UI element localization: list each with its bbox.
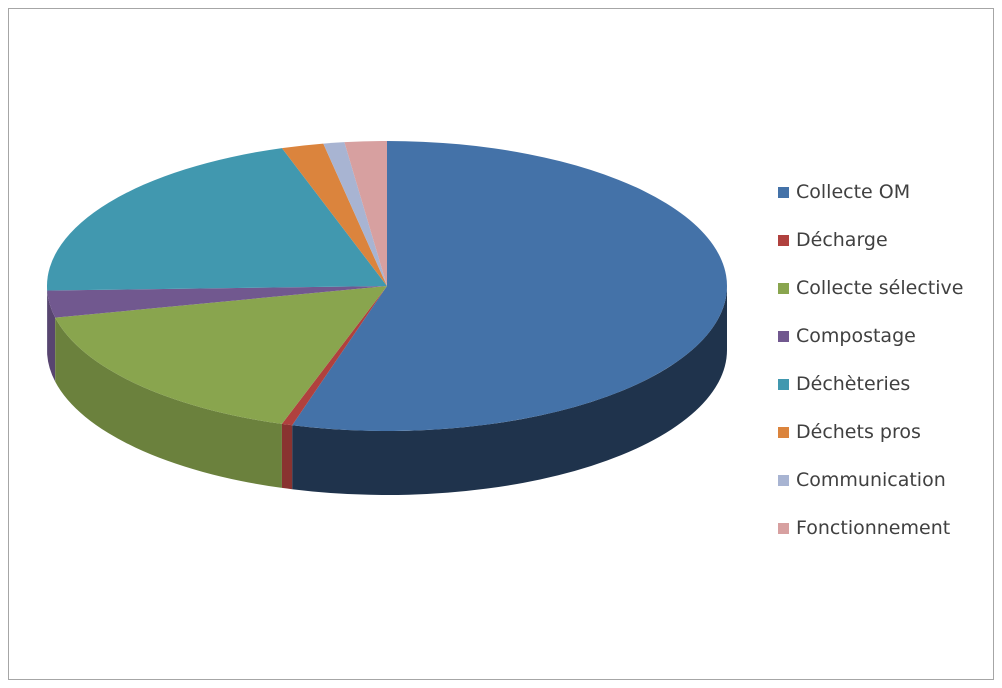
pie-slice-5 [281,143,387,286]
legend-item: Collecte OM [778,168,988,216]
legend-label: Fonctionnement [796,517,951,539]
pie-side-3 [47,290,56,382]
legend-swatch [778,186,789,198]
pie-slice-6 [323,142,387,286]
legend-swatch [778,378,789,390]
legend-swatch [778,330,789,342]
legend-label: Déchets pros [796,421,921,443]
legend-label: Compostage [796,325,916,347]
legend-item: Compostage [778,312,988,360]
pie-slice-0 [292,141,727,432]
legend-item: Déchets pros [778,408,988,456]
legend-item: Communication [778,456,988,504]
pie-slice-1 [281,286,387,426]
pie-side-0 [292,286,727,495]
pie-slice-7 [344,141,387,286]
legend: Collecte OM Décharge Collecte sélective Com… [778,168,988,552]
legend-swatch [778,282,789,294]
pie-slice-4 [46,148,387,291]
legend-swatch [778,474,789,486]
legend-swatch [778,426,789,438]
pie-slice-3 [47,286,387,318]
legend-label: Collecte OM [796,181,911,203]
pie-slice-2 [55,286,388,424]
legend-label: Déchèteries [796,373,911,395]
legend-item: Collecte sélective [778,264,988,312]
legend-label: Décharge [796,229,888,251]
pie-side-1 [281,423,293,490]
legend-swatch [778,522,789,534]
legend-swatch [778,234,789,246]
legend-item: Décharge [778,216,988,264]
legend-label: Communication [796,469,946,491]
legend-item: Fonctionnement [778,504,988,552]
legend-label: Collecte sélective [796,277,964,299]
legend-item: Déchèteries [778,360,988,408]
pie-side-2 [55,317,282,488]
